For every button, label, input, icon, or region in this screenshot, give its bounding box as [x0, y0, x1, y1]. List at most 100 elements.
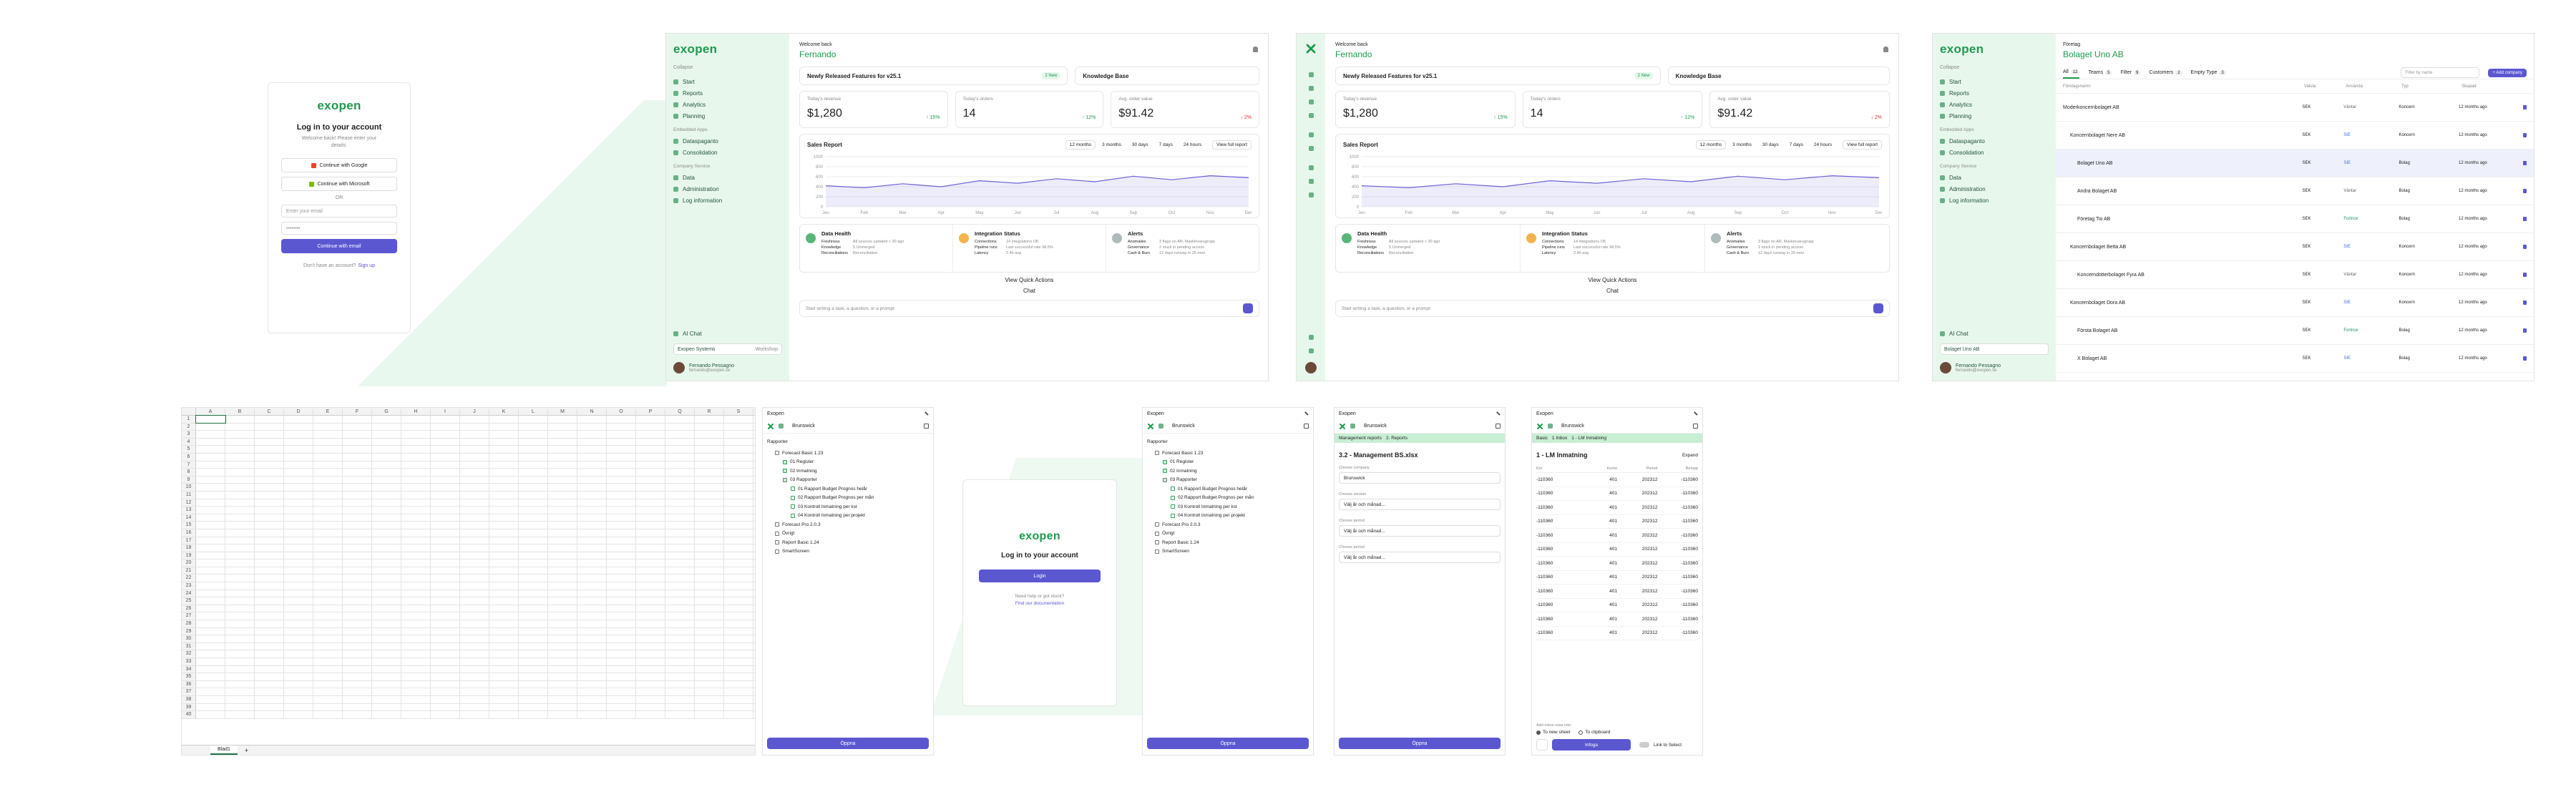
cell[interactable]	[313, 484, 343, 491]
cell[interactable]	[313, 423, 343, 431]
nav-icon[interactable]	[1308, 192, 1314, 197]
cell[interactable]	[607, 582, 636, 590]
cell[interactable]	[460, 522, 489, 529]
cell[interactable]	[372, 575, 401, 582]
cell[interactable]	[196, 431, 225, 438]
cell[interactable]	[255, 650, 284, 658]
cell[interactable]	[225, 461, 255, 469]
cell[interactable]	[695, 537, 724, 544]
cell[interactable]	[724, 642, 753, 650]
cell[interactable]	[724, 711, 753, 718]
cell[interactable]	[343, 476, 372, 484]
nav-icon[interactable]	[1308, 335, 1314, 340]
cell[interactable]	[548, 658, 577, 665]
cell[interactable]	[196, 476, 225, 484]
cell[interactable]	[431, 431, 460, 438]
cell[interactable]	[460, 590, 489, 597]
cell[interactable]	[548, 537, 577, 544]
cell[interactable]	[196, 552, 225, 559]
cell[interactable]	[196, 711, 225, 718]
cell[interactable]	[489, 529, 519, 537]
cell[interactable]	[607, 469, 636, 476]
cell[interactable]	[519, 469, 548, 476]
cell[interactable]	[284, 590, 313, 597]
cell[interactable]	[372, 688, 401, 695]
cell[interactable]	[372, 522, 401, 529]
cell[interactable]	[225, 559, 255, 567]
cell[interactable]	[724, 680, 753, 688]
cell[interactable]	[372, 431, 401, 438]
cell[interactable]	[343, 491, 372, 499]
cell[interactable]	[196, 612, 225, 620]
cell[interactable]	[607, 453, 636, 461]
cell[interactable]	[313, 446, 343, 453]
cell[interactable]	[665, 537, 695, 544]
cell[interactable]	[724, 423, 753, 431]
cell[interactable]	[665, 597, 695, 605]
cell[interactable]	[372, 491, 401, 499]
cell[interactable]	[724, 703, 753, 711]
cell[interactable]	[401, 597, 431, 605]
cell[interactable]	[431, 522, 460, 529]
cell[interactable]	[489, 552, 519, 559]
cell[interactable]	[607, 665, 636, 673]
cell[interactable]	[548, 552, 577, 559]
company-select[interactable]: Brunswick	[1364, 424, 1387, 429]
cell[interactable]	[460, 620, 489, 627]
cell[interactable]	[548, 590, 577, 597]
nav-icon[interactable]	[1308, 86, 1314, 91]
cell[interactable]	[343, 688, 372, 695]
cell[interactable]	[225, 658, 255, 665]
nav-item[interactable]: Consolidation	[673, 147, 782, 158]
cell[interactable]	[255, 620, 284, 627]
cell[interactable]	[724, 484, 753, 491]
cell[interactable]	[489, 431, 519, 438]
input[interactable]: ••••••••	[281, 222, 397, 235]
cell[interactable]	[343, 416, 372, 423]
cell[interactable]	[284, 680, 313, 688]
cell[interactable]	[431, 665, 460, 673]
cell[interactable]	[196, 665, 225, 673]
cell[interactable]	[284, 575, 313, 582]
cell[interactable]	[372, 612, 401, 620]
cell[interactable]	[284, 537, 313, 544]
cell[interactable]	[577, 590, 607, 597]
cell[interactable]	[724, 567, 753, 575]
cell[interactable]	[284, 665, 313, 673]
cell[interactable]	[695, 423, 724, 431]
cell[interactable]	[724, 491, 753, 499]
cell[interactable]	[255, 514, 284, 522]
cell[interactable]	[577, 582, 607, 590]
cell[interactable]	[665, 650, 695, 658]
cell[interactable]	[313, 438, 343, 446]
cell[interactable]	[225, 416, 255, 423]
nav-icon[interactable]	[1308, 113, 1314, 118]
cell[interactable]	[489, 695, 519, 703]
cell[interactable]	[313, 507, 343, 514]
nav-item[interactable]: Dataspaganto	[1940, 135, 2049, 147]
cell[interactable]	[607, 431, 636, 438]
nav-item[interactable]: Planning	[673, 110, 782, 122]
cell[interactable]	[196, 522, 225, 529]
cell[interactable]	[401, 590, 431, 597]
cell[interactable]	[577, 453, 607, 461]
cell[interactable]	[284, 438, 313, 446]
tree-item[interactable]: Forecast Pro 2.0.3	[1147, 520, 1309, 529]
cell[interactable]	[695, 544, 724, 552]
cell[interactable]	[636, 507, 665, 514]
range-button[interactable]: 30 days	[1131, 142, 1148, 147]
cell[interactable]	[313, 673, 343, 680]
cell[interactable]	[665, 491, 695, 499]
cell[interactable]	[196, 491, 225, 499]
prompt-input[interactable]: Start writing a task, a question, or a p…	[799, 300, 1259, 317]
cell[interactable]	[225, 711, 255, 718]
cell[interactable]	[636, 567, 665, 575]
open-button[interactable]: Öppna	[767, 738, 929, 749]
cell[interactable]	[313, 605, 343, 612]
cell[interactable]	[607, 552, 636, 559]
cell[interactable]	[343, 423, 372, 431]
cell[interactable]	[665, 416, 695, 423]
cell[interactable]	[372, 711, 401, 718]
cell[interactable]	[489, 711, 519, 718]
cell[interactable]	[724, 695, 753, 703]
